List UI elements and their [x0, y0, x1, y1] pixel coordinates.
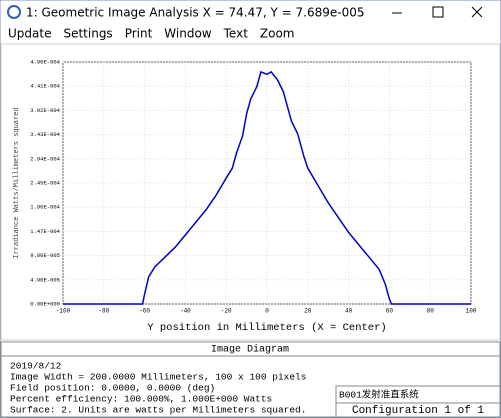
y-tick-label: 3.43E-004	[30, 131, 60, 138]
footer-heading: Image Diagram	[211, 344, 289, 356]
x-tick-label: -40	[180, 308, 191, 315]
menu-item[interactable]: Update	[8, 27, 51, 41]
y-tick-label: 4.41E-004	[30, 83, 60, 90]
x-tick-label: -60	[139, 308, 150, 315]
y-tick-label: 9.80E-005	[30, 252, 60, 259]
y-tick-label: 1.47E-004	[30, 228, 60, 235]
y-tick-label: 1.96E-004	[30, 204, 60, 211]
close-button[interactable]	[471, 6, 483, 18]
chart: 0.00E+000 4.90E-005 9.80E-005 1.47E-004 1.96…	[13, 58, 477, 333]
info-line: Field position: 0.0000, 0.0000 (deg)	[10, 383, 215, 394]
x-tick-label: 0	[265, 308, 269, 315]
menu-item[interactable]: Window	[164, 27, 212, 41]
y-tick-label: 2.45E-004	[30, 179, 60, 186]
info-line: Image Width = 200.0000 Millimeters, 100 …	[10, 372, 306, 383]
x-tick-label: 20	[304, 308, 312, 315]
x-tick-label: -100	[56, 308, 71, 315]
info-line: Percent efficiency: 100.000%, 1.000E+000…	[10, 394, 272, 405]
menu-item[interactable]: Text	[223, 27, 249, 41]
menu-item[interactable]: Print	[125, 27, 153, 41]
x-tick-label: 40	[345, 308, 353, 315]
x-axis-label: Y position in Millimeters (X = Center)	[147, 322, 386, 334]
y-tick-label: 0.00E+000	[30, 300, 60, 307]
file-box	[335, 385, 501, 418]
y-axis-label: Irradiance Watts/Millimeters squared	[13, 107, 21, 258]
menu-item[interactable]: Zoom	[260, 27, 295, 41]
window-title: 1: Geometric Image Analysis X = 74.47, Y…	[26, 6, 365, 20]
x-tick-label: -20	[221, 308, 232, 315]
menu-bar: Update Settings Print Window Text Zoom	[8, 27, 295, 41]
maximize-button[interactable]	[432, 6, 444, 18]
menu-item[interactable]: Settings	[63, 27, 112, 41]
y-tick-label: 4.90E-005	[30, 276, 60, 283]
x-tick-label: 80	[427, 308, 435, 315]
file-name: B001发射准直系统	[339, 389, 419, 401]
x-tick-label: 60	[386, 308, 394, 315]
app-icon	[7, 5, 21, 19]
y-tick-label: 3.92E-004	[30, 107, 60, 114]
y-tick-label: 4.90E-004	[30, 58, 60, 65]
chart-area	[0, 43, 501, 341]
data-line	[63, 70, 471, 305]
info-line: 2019/8/12	[10, 361, 62, 372]
x-tick-label: -80	[98, 308, 109, 315]
x-tick-label: 100	[466, 308, 477, 315]
info-line: Surface: 2. Units are watts per Millimet…	[10, 405, 306, 416]
y-tick-label: 2.94E-004	[30, 155, 60, 162]
config-label: Configuration 1 of 1	[352, 405, 484, 417]
